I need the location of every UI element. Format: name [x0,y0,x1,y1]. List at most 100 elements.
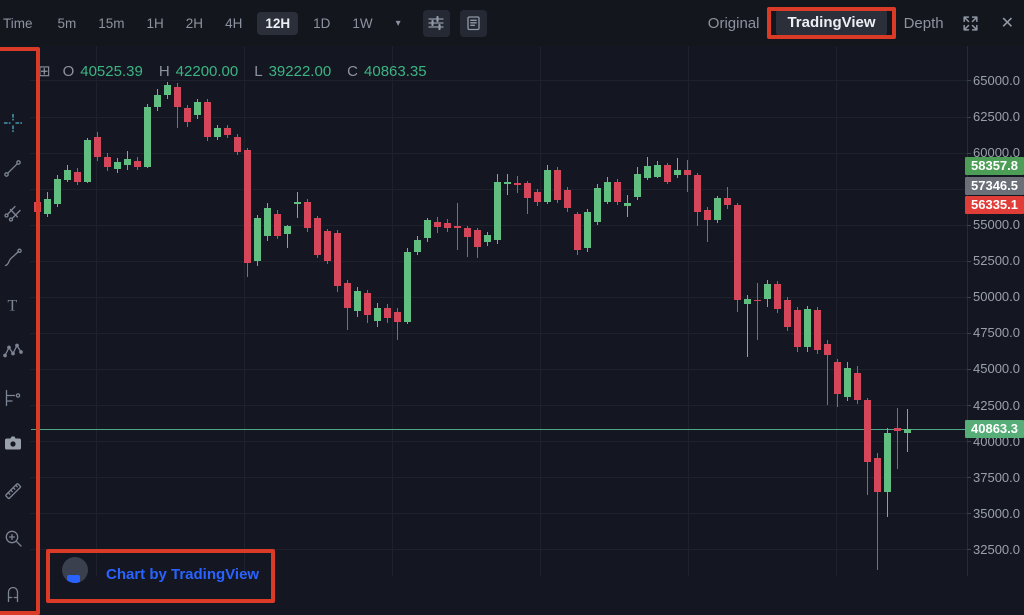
interval-12h-active[interactable]: 12H [257,11,299,35]
horizontal-gridline [0,224,967,226]
interval-5m[interactable]: 5m [57,15,77,31]
mode-tradingview-active[interactable]: TradingView [776,9,887,36]
chevron-down-icon[interactable]: ▾ [395,17,401,29]
candle-wick [756,283,758,341]
candle-body [623,202,631,206]
document-list-icon [464,14,482,32]
high-label: H [158,62,170,80]
tool-trend-line-icon[interactable] [0,155,26,181]
candle-body [363,292,371,315]
candle-wick [686,160,688,192]
candle-body [433,221,441,227]
candle-body [373,307,381,322]
interval-1w[interactable]: 1W [352,15,373,31]
candle-body [453,226,461,229]
candle-body [263,207,271,237]
candle-body [853,372,861,401]
candle-body [503,182,511,184]
horizontal-gridline [0,441,967,443]
candle-body [273,214,281,236]
open-label: O [62,62,75,80]
candle-body [43,199,51,215]
tool-zoom-in-icon[interactable] [0,525,26,551]
horizontal-gridline [0,296,967,298]
candle-body [213,128,221,137]
candle-body [873,458,881,493]
candle-body [723,198,731,205]
candle-body [93,136,101,157]
interval-4h[interactable]: 4H [225,15,243,31]
candle-body [663,165,671,182]
mode-depth[interactable]: Depth [903,14,944,32]
close-icon[interactable]: ✕ [1000,15,1014,32]
news-panel-button[interactable] [459,9,487,37]
candle-wick [396,308,398,341]
tool-brush-icon[interactable] [0,245,26,271]
candle-body [803,308,811,347]
candle-body [893,428,901,431]
interval-1d[interactable]: 1D [313,15,331,31]
candle-body [473,230,481,247]
candle-body [733,205,741,301]
horizontal-gridline [0,513,967,515]
interval-1h[interactable]: 1H [146,15,164,31]
candle-body [653,165,661,177]
tool-ruler-icon[interactable] [0,478,26,504]
chart-toolbar: Time 5m 15m 1H 2H 4H 12H 1D 1W ▾ [0,0,1024,46]
vertical-gridline [96,46,97,576]
candle-wick [466,226,468,257]
tool-text-icon[interactable]: T [0,292,26,318]
candle-body [713,198,721,221]
candle-body [143,106,151,168]
tool-crosshair-icon[interactable] [0,110,26,136]
drawing-toolbar: T [0,46,30,603]
tradingview-logo-icon[interactable] [62,557,88,583]
low-label: L [254,62,263,80]
horizontal-gridline [0,477,967,479]
tool-camera-icon[interactable] [0,430,26,456]
tool-magnet-icon[interactable] [0,580,26,606]
candle-body [313,217,321,255]
chart-canvas[interactable] [0,0,1024,576]
interval-15m[interactable]: 15m [98,15,125,31]
candle-body [573,213,581,251]
attribution-link[interactable]: Chart by TradingView [106,566,260,583]
candle-body [73,171,81,182]
horizontal-gridline [0,188,967,190]
tool-xabcd-pattern-icon[interactable] [0,338,26,364]
tool-forecast-icon[interactable] [0,385,26,411]
tool-pitchfork-icon[interactable] [0,200,26,226]
horizontal-gridline [0,80,967,82]
candle-body [153,95,161,107]
candle-body [333,232,341,287]
plus-box-icon[interactable]: ⊞ [38,63,51,80]
candle-body [703,210,711,221]
ohlc-readout: ⊞ O 40525.39 H 42200.00 L 39222.00 C 408… [38,62,437,81]
candle-body [183,108,191,122]
candle-body [613,181,621,202]
candle-body [293,201,301,205]
interval-2h[interactable]: 2H [185,15,204,31]
candle-wick [726,187,728,209]
candle-body [483,235,491,242]
vertical-gridline [244,46,245,576]
candle-body [233,136,241,152]
vertical-gridline [392,46,393,576]
candle-body [253,217,261,262]
time-label[interactable]: Time [3,15,33,31]
indicator-settings-button[interactable] [422,9,450,37]
tradingview-logo-mark [67,575,80,583]
candle-body [833,361,841,394]
mode-original[interactable]: Original [707,14,760,32]
candle-body [413,240,421,252]
expand-icon [961,14,980,33]
candle-wick [506,173,508,196]
candle-body [113,162,121,169]
candle-body [523,183,531,199]
candle-body [493,181,501,241]
fullscreen-button[interactable] [961,14,980,33]
candle-body [533,191,541,202]
candle-body [823,343,831,356]
candle-body [863,400,871,463]
